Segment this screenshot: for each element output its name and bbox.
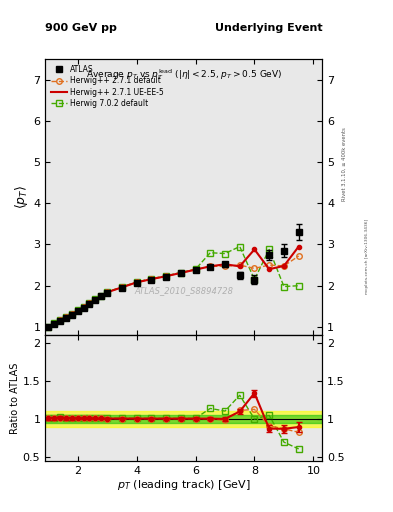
Text: Underlying Event: Underlying Event <box>215 23 322 33</box>
Y-axis label: $\langle p_T \rangle$: $\langle p_T \rangle$ <box>13 185 30 209</box>
Text: 900 GeV pp: 900 GeV pp <box>45 23 117 33</box>
Text: Average $p_T$ vs $p_T^{\mathrm{lead}}$ ($|\eta| < 2.5$, $p_T > 0.5$ GeV): Average $p_T$ vs $p_T^{\mathrm{lead}}$ (… <box>86 67 282 82</box>
Text: mcplots.cern.ch [arXiv:1306.3436]: mcplots.cern.ch [arXiv:1306.3436] <box>365 219 369 293</box>
X-axis label: $p_T$ (leading track) [GeV]: $p_T$ (leading track) [GeV] <box>117 478 251 493</box>
Y-axis label: Ratio to ATLAS: Ratio to ATLAS <box>10 362 20 434</box>
Legend: ATLAS, Herwig++ 2.7.1 default, Herwig++ 2.7.1 UE-EE-5, Herwig 7.0.2 default: ATLAS, Herwig++ 2.7.1 default, Herwig++ … <box>49 62 166 110</box>
Text: ATLAS_2010_S8894728: ATLAS_2010_S8894728 <box>134 287 233 295</box>
Text: Rivet 3.1.10, ≥ 400k events: Rivet 3.1.10, ≥ 400k events <box>342 127 347 201</box>
